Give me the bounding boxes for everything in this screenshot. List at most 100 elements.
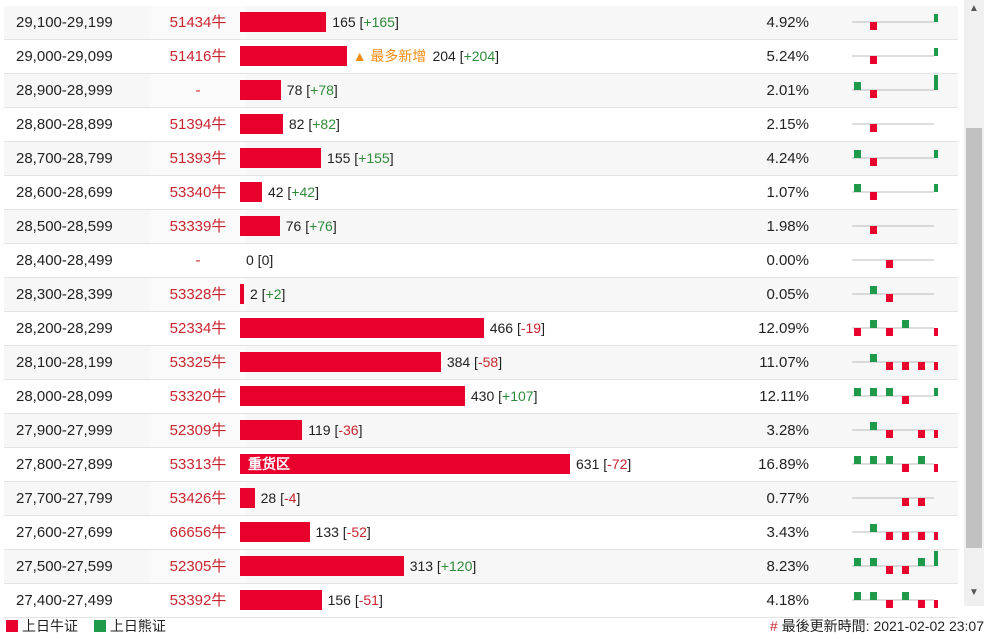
- strike-range: 28,200-28,299: [16, 320, 113, 337]
- count-value: 631 [-72]: [576, 456, 632, 472]
- count-value: 155 [+155]: [327, 150, 394, 166]
- count-change: -19: [520, 320, 542, 336]
- sparkline-bar: [902, 592, 909, 600]
- count-value: 156 [-51]: [327, 592, 383, 608]
- count-number: 133: [315, 524, 339, 540]
- count-number: 2: [250, 286, 258, 302]
- strike-range: 28,000-28,099: [16, 388, 113, 405]
- sparkline-bar: [934, 430, 938, 438]
- sparkline-bar: [854, 388, 861, 396]
- percentage: 0.77%: [766, 490, 809, 507]
- cbbc-code-link[interactable]: 53392牛: [150, 584, 246, 617]
- cbbc-code-link[interactable]: 53320牛: [150, 380, 246, 413]
- most-added-note: ▲ 最多新增: [352, 48, 427, 64]
- cbbc-code-link[interactable]: 53426牛: [150, 482, 246, 515]
- trend-sparkline: [852, 388, 938, 404]
- count-bar: [240, 318, 484, 338]
- count-number: 204: [432, 48, 456, 64]
- percentage: 4.92%: [766, 14, 809, 31]
- percentage: 2.01%: [766, 82, 809, 99]
- sparkline-bar: [870, 388, 877, 396]
- sparkline-bar: [870, 286, 877, 294]
- cbbc-code-link[interactable]: 51394牛: [150, 108, 246, 141]
- percentage: 4.24%: [766, 150, 809, 167]
- percentage: 8.23%: [766, 558, 809, 575]
- count-bar: [240, 488, 255, 508]
- count-change: +2: [265, 286, 282, 302]
- count-number: 42: [267, 184, 284, 200]
- count-change: +82: [312, 116, 336, 132]
- footer: 上日牛证 上日熊证 # 最後更新時間: 2021-02-02 23:07: [0, 608, 988, 639]
- cbbc-code-link[interactable]: 53340牛: [150, 176, 246, 209]
- sparkline-bar: [934, 464, 938, 472]
- trend-sparkline: [852, 75, 938, 98]
- percentage: 16.89%: [758, 456, 809, 473]
- count-change: +155: [358, 150, 390, 166]
- cbbc-code-link[interactable]: 52334牛: [150, 312, 246, 345]
- cbbc-code-link[interactable]: 52305牛: [150, 550, 246, 583]
- sparkline-bar: [934, 328, 938, 336]
- trend-sparkline: [852, 524, 938, 540]
- count-change: -51: [358, 592, 379, 608]
- sparkline-bar: [870, 226, 877, 234]
- strike-range: 28,300-28,399: [16, 286, 113, 303]
- cbbc-code-link[interactable]: 53313牛: [150, 448, 246, 481]
- cbbc-code-link[interactable]: 53325牛: [150, 346, 246, 379]
- trend-sparkline: [852, 456, 938, 472]
- count-number: 76: [285, 218, 302, 234]
- scroll-down-arrow-icon[interactable]: ▼: [969, 587, 979, 598]
- sparkline-bar: [870, 524, 877, 532]
- hash-icon: #: [769, 618, 778, 634]
- cbbc-code-link[interactable]: 51416牛: [150, 40, 246, 73]
- count-bar: [240, 556, 404, 576]
- sparkline-bar: [854, 592, 861, 600]
- count-change: +78: [310, 82, 334, 98]
- sparkline-bar: [854, 456, 861, 464]
- count-change: -4: [284, 490, 297, 506]
- table-row: 27,900-27,999 52309牛 119 [-36] 3.28%: [4, 414, 958, 448]
- cbbc-code-link[interactable]: 66656牛: [150, 516, 246, 549]
- sparkline-bar: [934, 75, 938, 90]
- sparkline-bar: [886, 600, 893, 608]
- count-bar: [240, 114, 283, 134]
- count-number: 313: [409, 558, 434, 574]
- cbbc-code-link[interactable]: 53339牛: [150, 210, 246, 243]
- count-value: 78 [+78]: [286, 82, 338, 98]
- cbbc-code-link[interactable]: 51434牛: [150, 6, 246, 39]
- count-value: 165 [+165]: [332, 14, 399, 30]
- count-number: 384: [446, 354, 471, 370]
- trend-sparkline: [852, 48, 938, 64]
- count-number: 78: [286, 82, 303, 98]
- table-row: 27,400-27,499 53392牛 156 [-51] 4.18%: [4, 584, 958, 618]
- scrollbar-thumb[interactable]: [966, 128, 982, 548]
- sparkline-bar: [870, 558, 877, 566]
- cbbc-code-link[interactable]: 53328牛: [150, 278, 246, 311]
- table-row: 29,100-29,199 51434牛 165 [+165] 4.92%: [4, 6, 958, 40]
- count-number: 430: [470, 388, 495, 404]
- sparkline-bar: [886, 532, 893, 540]
- sparkline-bar: [870, 124, 877, 132]
- count-value: 466 [-19]: [489, 320, 545, 336]
- count-bar: [240, 386, 465, 406]
- cbbc-code-link[interactable]: 52309牛: [150, 414, 246, 447]
- sparkline-bar: [870, 22, 877, 30]
- count-number: 155: [327, 150, 351, 166]
- percentage: 3.43%: [766, 524, 809, 541]
- count-bar: [240, 590, 322, 610]
- sparkline-bar: [918, 498, 925, 506]
- strike-range: 28,800-28,899: [16, 116, 113, 133]
- sparkline-bar: [918, 456, 925, 464]
- count-bar: [240, 522, 310, 542]
- count-value: ▲ 最多新增 204 [+204]: [352, 48, 500, 64]
- sparkline-bar: [918, 558, 925, 566]
- percentage: 2.15%: [766, 116, 809, 133]
- count-number: 82: [288, 116, 305, 132]
- count-change: -72: [607, 456, 628, 472]
- cbbc-code-link[interactable]: 51393牛: [150, 142, 246, 175]
- trend-sparkline: [852, 184, 938, 200]
- count-bar: [240, 284, 244, 304]
- scroll-up-arrow-icon[interactable]: ▲: [969, 3, 979, 14]
- sparkline-bar: [918, 430, 925, 438]
- table-row: 27,600-27,699 66656牛 133 [-52] 3.43%: [4, 516, 958, 550]
- sparkline-bar: [918, 362, 925, 370]
